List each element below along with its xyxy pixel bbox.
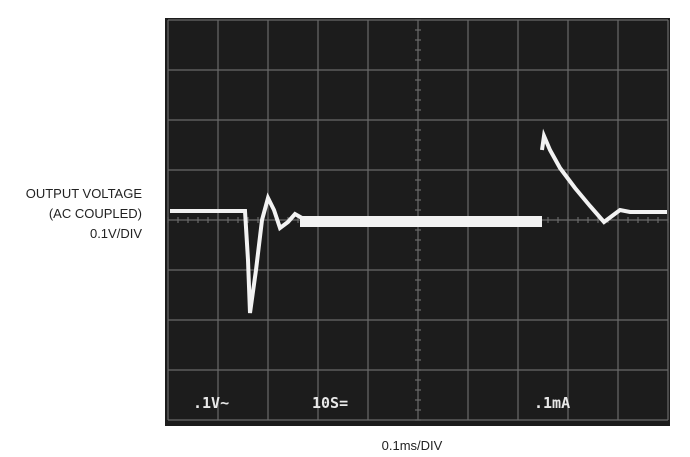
- x-label: 0.1ms/DIV: [382, 438, 443, 453]
- trace-band: [300, 216, 542, 227]
- graticule: [167, 19, 669, 421]
- trace: [540, 128, 667, 225]
- readout: .1mA: [534, 394, 570, 412]
- y-label: (AC COUPLED): [49, 206, 142, 221]
- y-label: 0.1V/DIV: [90, 226, 142, 241]
- readout: 10S=: [312, 394, 348, 412]
- readout: .1V~: [193, 394, 229, 412]
- y-label: OUTPUT VOLTAGE: [26, 186, 143, 201]
- trace: [170, 192, 311, 314]
